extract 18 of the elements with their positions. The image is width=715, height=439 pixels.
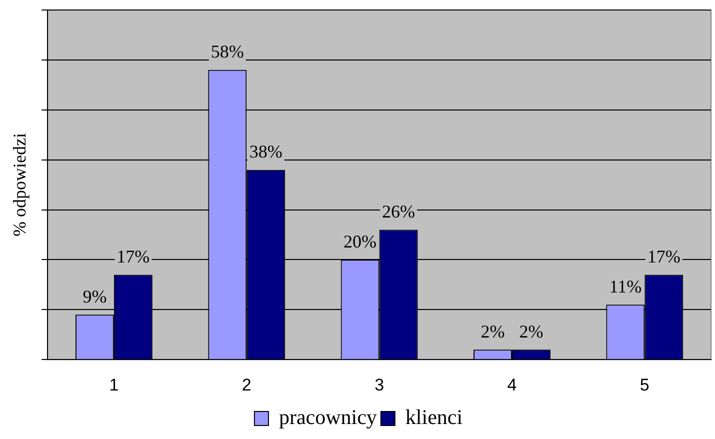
- data-label: 26%: [382, 201, 416, 222]
- data-label: 17%: [647, 246, 680, 266]
- data-label: 20%: [344, 231, 377, 252]
- x-tick-label: 2: [242, 375, 252, 394]
- x-tick-label: 3: [374, 375, 384, 394]
- legend-label: klienci: [405, 405, 463, 430]
- data-label: 2%: [519, 321, 544, 342]
- data-label: 17%: [116, 246, 150, 266]
- x-tick-label: 4: [507, 375, 517, 394]
- data-label: 58%: [210, 42, 244, 62]
- data-label: 2%: [480, 321, 505, 342]
- data-label: 38%: [249, 142, 282, 162]
- legend-label: pracownicy: [278, 405, 378, 430]
- x-tick-label: 1: [109, 375, 119, 394]
- data-label: 11%: [609, 276, 642, 296]
- data-label: 9%: [82, 286, 107, 306]
- y-axis-title: % odpowiedzi: [10, 133, 30, 237]
- x-tick-label: 5: [640, 375, 650, 394]
